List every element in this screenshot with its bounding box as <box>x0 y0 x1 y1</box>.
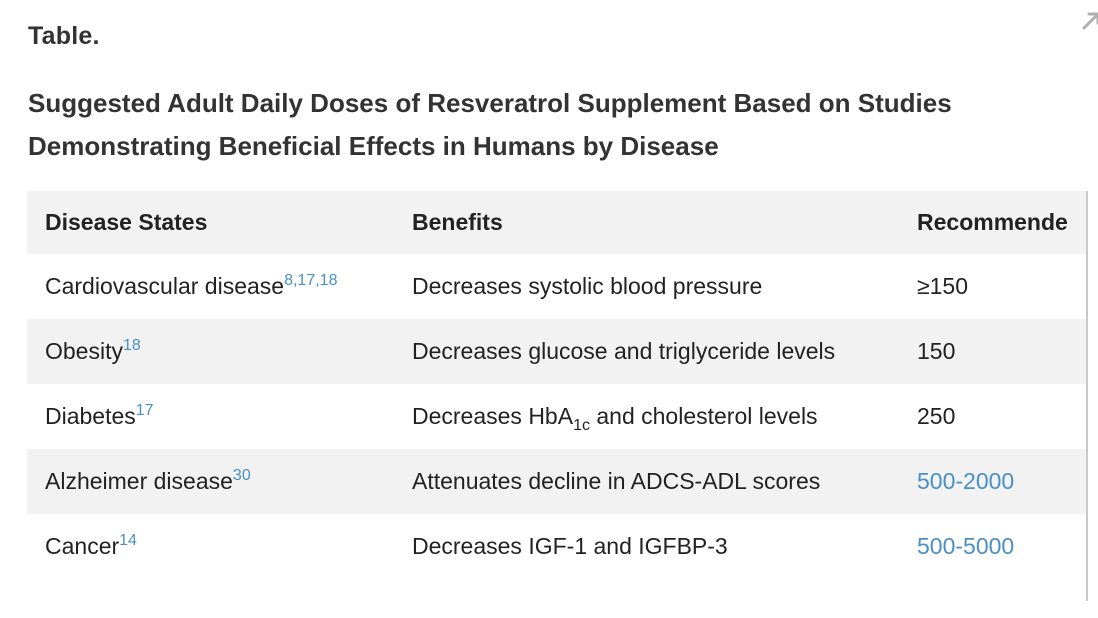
table-row: Diabetes17 Decreases HbA1c and cholester… <box>27 384 1086 449</box>
subscript: 1c <box>573 417 590 434</box>
dose-cell: 150 <box>917 338 956 364</box>
disease-name: Cancer <box>45 533 120 559</box>
benefit-cell: Decreases IGF-1 and IGFBP-3 <box>412 533 728 559</box>
header-disease-states: Disease States <box>45 209 208 235</box>
reference-link[interactable]: 18 <box>122 337 141 354</box>
benefit-cell: Decreases HbA1c and cholesterol levels <box>394 384 899 449</box>
table-header-row: Disease States Benefits Recommende <box>27 191 1086 254</box>
benefit-cell: Decreases systolic blood pressure <box>412 273 763 299</box>
dose-cell: 500-2000 <box>899 449 1086 514</box>
table-row: Cardiovascular disease8,17,18 Decreases … <box>27 254 1086 319</box>
dose-cell: 500-5000 <box>899 514 1086 567</box>
caption-line-1: Suggested Adult Daily Doses of Resveratr… <box>28 88 952 118</box>
reference-link[interactable]: 30 <box>232 467 251 484</box>
disease-cell: Obesity18 <box>27 319 394 384</box>
disease-name: Alzheimer disease <box>45 468 233 494</box>
table-container[interactable]: Disease States Benefits Recommende Cardi… <box>27 191 1086 567</box>
disease-cell: Cancer14 <box>27 514 394 567</box>
benefit-cell: Attenuates decline in ADCS-ADL scores <box>412 468 821 494</box>
dose-table: Disease States Benefits Recommende Cardi… <box>27 191 1086 567</box>
disease-name: Cardiovascular disease <box>45 273 285 299</box>
benefit-cell: Decreases glucose and triglyceride level… <box>412 338 836 364</box>
disease-cell: Cardiovascular disease8,17,18 <box>27 254 394 319</box>
dose-cell: 250 <box>917 403 956 429</box>
benefit-text: and cholesterol levels <box>589 403 818 429</box>
table-label: Table. <box>28 22 100 50</box>
table-caption: Suggested Adult Daily Doses of Resveratr… <box>28 82 1088 168</box>
dose-link[interactable]: 500-2000 <box>917 468 1015 494</box>
header-benefits: Benefits <box>412 209 503 235</box>
table-row: Obesity18 Decreases glucose and triglyce… <box>27 319 1086 384</box>
reference-link[interactable]: 14 <box>119 532 137 549</box>
table-row: Cancer14 Decreases IGF-1 and IGFBP-3 500… <box>27 514 1086 567</box>
disease-cell: Alzheimer disease30 <box>27 449 394 514</box>
expand-arrow-icon[interactable] <box>1080 10 1098 32</box>
disease-name: Diabetes <box>45 403 136 429</box>
horizontal-scroll-edge[interactable] <box>1086 191 1088 601</box>
disease-name: Obesity <box>45 338 123 364</box>
disease-cell: Diabetes17 <box>27 384 394 449</box>
reference-link[interactable]: 17 <box>135 402 154 419</box>
table-row: Alzheimer disease30 Attenuates decline i… <box>27 449 1086 514</box>
reference-link[interactable]: 8,17,18 <box>284 272 338 289</box>
header-recommended: Recommende <box>917 209 1068 235</box>
dose-link[interactable]: 500-5000 <box>917 533 1015 559</box>
caption-line-2: Demonstrating Beneficial Effects in Huma… <box>28 131 719 161</box>
benefit-text: Decreases HbA <box>412 403 574 429</box>
dose-cell: ≥150 <box>917 273 968 299</box>
